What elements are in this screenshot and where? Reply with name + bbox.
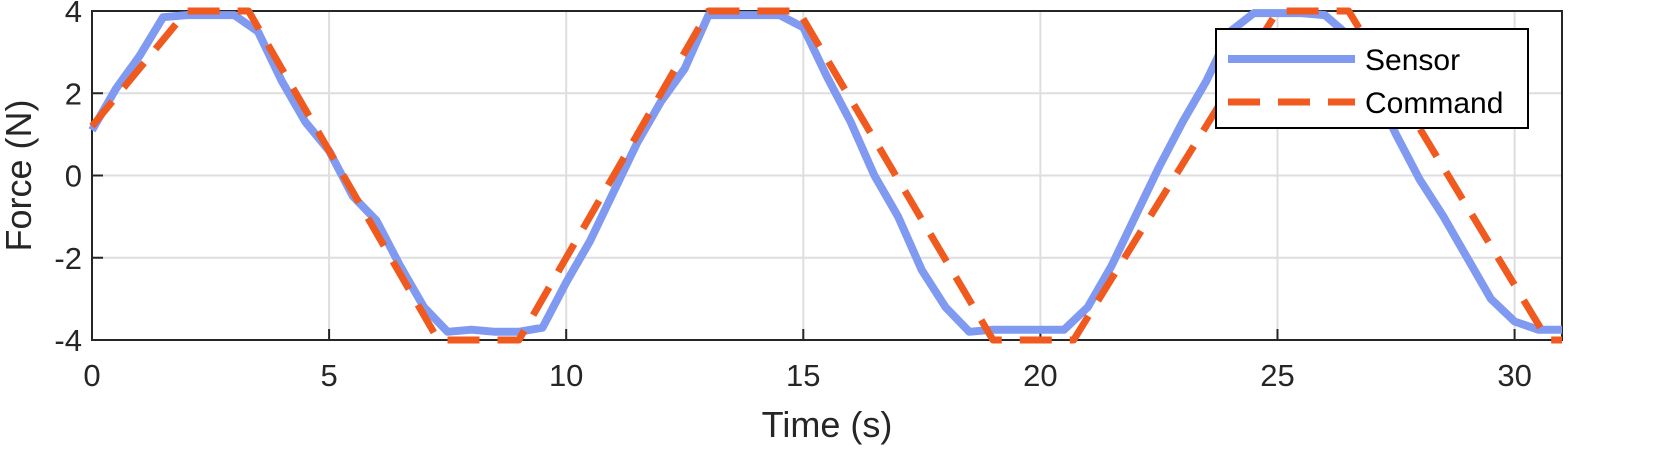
x-tick-label: 15 xyxy=(786,358,820,393)
legend-label-sensor: Sensor xyxy=(1365,44,1460,77)
y-tick-label: 2 xyxy=(65,76,82,111)
x-ticks: 0 5 10 15 20 25 30 xyxy=(83,329,1532,393)
y-tick-label: -2 xyxy=(54,241,82,276)
x-tick-label: 10 xyxy=(549,358,583,393)
x-tick-label: 30 xyxy=(1497,358,1531,393)
series-line-command xyxy=(89,7,1562,344)
y-ticks: -4 -2 0 2 4 xyxy=(54,0,103,358)
x-tick-label: 5 xyxy=(320,358,337,393)
x-tick-label: 20 xyxy=(1023,358,1057,393)
x-tick-label: 0 xyxy=(83,358,100,393)
x-tick-label: 25 xyxy=(1260,358,1294,393)
y-tick-label: 4 xyxy=(65,0,82,29)
y-tick-label: 0 xyxy=(65,159,82,194)
legend: Sensor Command xyxy=(1215,28,1529,129)
x-axis-label: Time (s) xyxy=(762,404,893,445)
legend-box xyxy=(1215,28,1529,129)
y-axis-label: Force (N) xyxy=(0,100,39,252)
series-group xyxy=(88,7,1562,344)
legend-label-command: Command xyxy=(1365,87,1503,120)
y-tick-label: -4 xyxy=(54,323,82,358)
